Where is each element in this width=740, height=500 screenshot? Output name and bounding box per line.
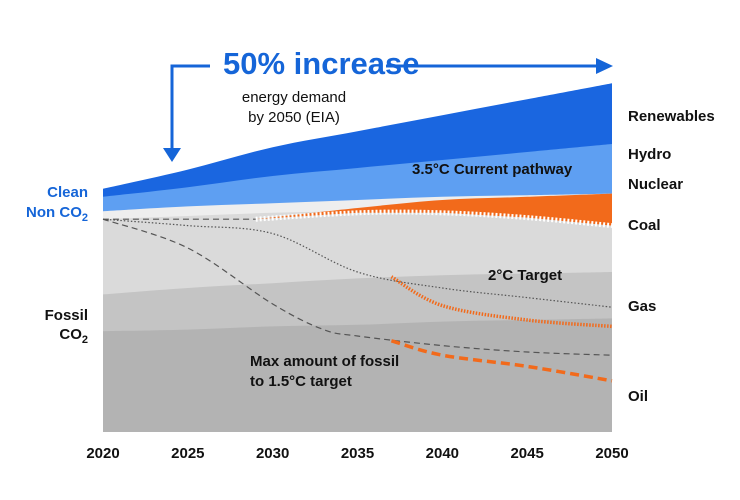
label-max-fossil-1: Max amount of fossil — [250, 353, 399, 370]
label-current-pathway: 3.5°C Current pathway — [412, 161, 573, 178]
label-non-co2: Non CO2 — [26, 204, 88, 224]
overlay-lines — [102, 193, 613, 383]
stacked-areas — [103, 83, 612, 432]
line-4-dashed — [390, 339, 613, 383]
x-tick-label: 2035 — [341, 445, 374, 462]
arrow-right-head — [596, 58, 613, 74]
headline-line2: by 2050 (EIA) — [248, 109, 340, 126]
label-renewables: Renewables — [628, 108, 715, 125]
x-tick-label: 2045 — [510, 445, 543, 462]
label-max-fossil-2: to 1.5°C target — [250, 373, 352, 390]
label-co2: CO2 — [59, 326, 88, 346]
wedge-current-pathway — [255, 193, 612, 226]
label-oil: Oil — [628, 388, 648, 405]
x-tick-label: 2050 — [595, 445, 628, 462]
x-tick-label: 2040 — [426, 445, 459, 462]
line-3-dashed — [102, 218, 613, 356]
x-tick-label: 2020 — [86, 445, 119, 462]
headline-title: 50% increase — [223, 46, 419, 81]
x-tick-label: 2025 — [171, 445, 204, 462]
x-tick-label: 2030 — [256, 445, 289, 462]
area-oil — [103, 318, 612, 432]
label-hydro: Hydro — [628, 146, 671, 163]
line-2-dotted — [390, 275, 613, 329]
x-axis-ticks: 2020 2025 2030 2035 2040 2045 2050 — [86, 445, 628, 462]
headline-line1: energy demand — [242, 89, 346, 106]
label-fossil: Fossil — [45, 307, 88, 324]
label-clean: Clean — [47, 184, 88, 201]
label-nuclear: Nuclear — [628, 176, 683, 193]
label-coal: Coal — [628, 217, 661, 234]
line-1-dotted — [102, 218, 613, 308]
arrows — [163, 58, 613, 162]
label-2c-target: 2°C Target — [488, 267, 562, 284]
label-gas: Gas — [628, 298, 656, 315]
arrow-down-head — [163, 148, 181, 162]
arrow-down-stem — [170, 64, 210, 150]
